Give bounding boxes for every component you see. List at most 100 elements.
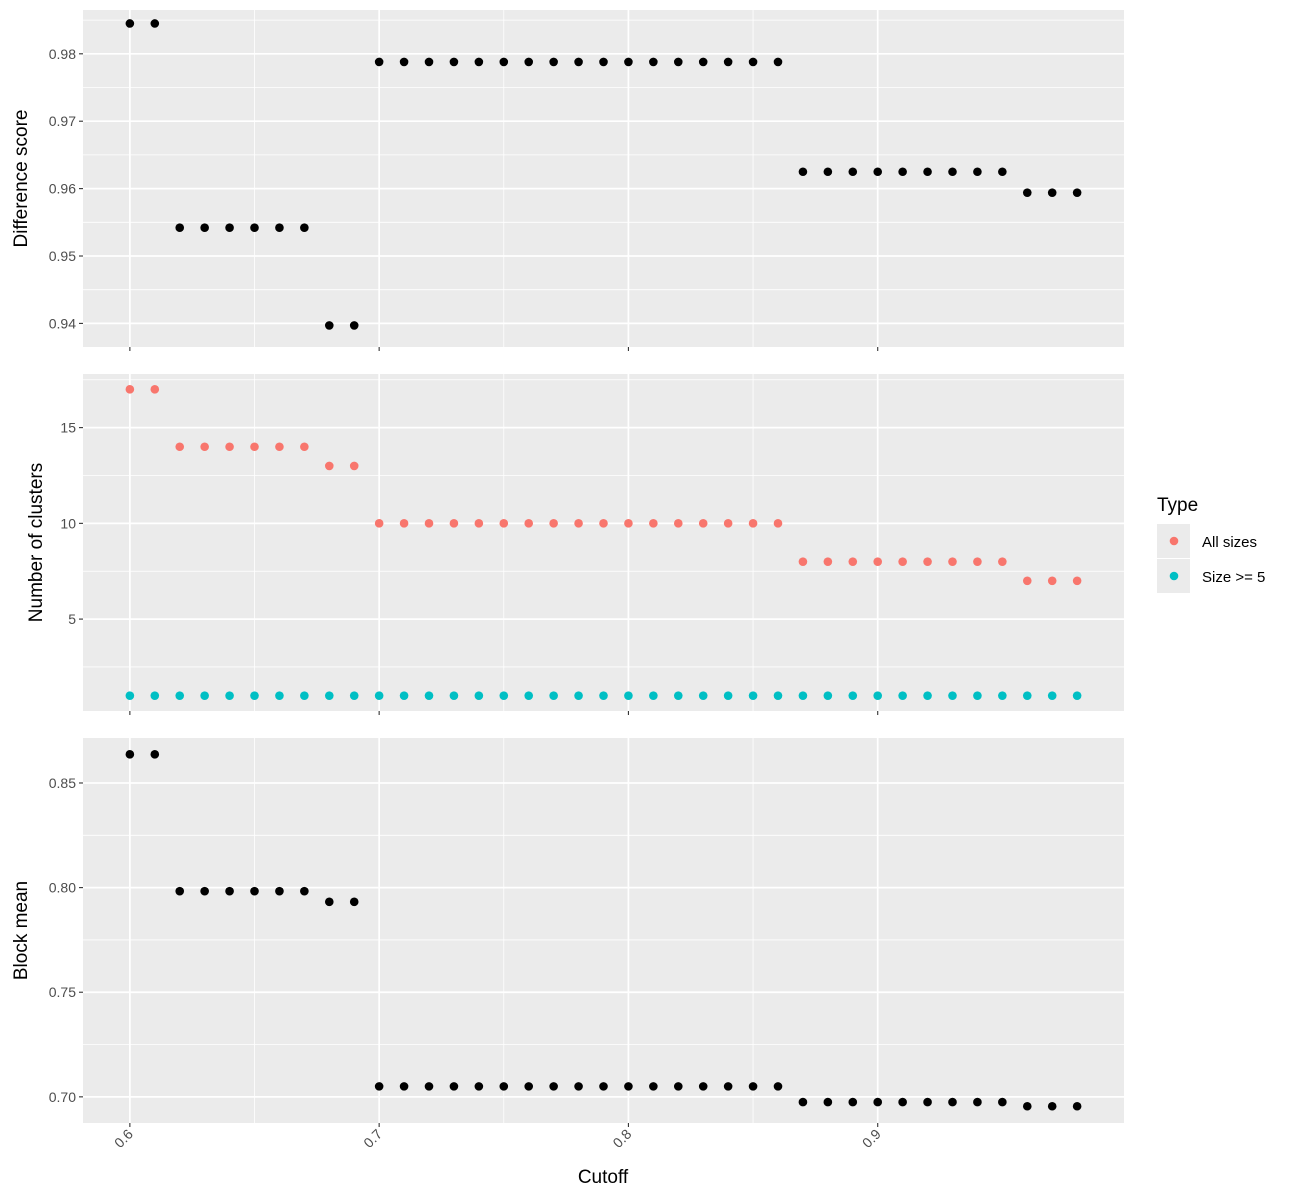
point-size-5 [399, 691, 409, 700]
point-size-5 [549, 691, 558, 700]
data-point [324, 321, 334, 330]
point-size-5 [524, 691, 534, 700]
data-point [798, 167, 808, 177]
data-point [300, 886, 309, 896]
point-size-5 [873, 691, 883, 700]
legend-title: Type [1157, 495, 1198, 516]
data-point [998, 1097, 1007, 1107]
point-all-sizes [524, 519, 534, 528]
y-tick-label: 0.85 [49, 775, 76, 791]
point-size-5 [649, 691, 658, 700]
data-point [275, 886, 284, 896]
point-all-sizes [1022, 576, 1032, 586]
data-point [624, 1082, 633, 1091]
data-point [250, 886, 259, 896]
point-all-sizes [549, 519, 558, 528]
point-all-sizes [225, 442, 234, 452]
data-point [250, 223, 259, 233]
data-point [1072, 1101, 1082, 1111]
data-point [848, 167, 858, 177]
y-axis-title: Number of clusters [26, 463, 47, 622]
data-point [175, 223, 185, 233]
legend-label-all-sizes: All sizes [1202, 534, 1257, 551]
point-size-5 [175, 691, 185, 700]
data-point [175, 886, 185, 896]
point-all-sizes [374, 519, 384, 528]
point-all-sizes [474, 519, 484, 528]
point-all-sizes [125, 385, 135, 394]
data-point [300, 223, 309, 233]
point-size-5 [998, 691, 1007, 700]
point-size-5 [798, 691, 808, 700]
data-point [798, 1097, 808, 1107]
data-point [499, 1082, 509, 1091]
point-size-5 [125, 691, 135, 700]
points [125, 750, 1082, 1111]
point-all-sizes [275, 442, 284, 452]
point-all-sizes [175, 442, 185, 452]
data-point [225, 223, 234, 233]
data-point [1047, 1101, 1057, 1111]
data-point [399, 1082, 409, 1091]
point-size-5 [624, 691, 633, 700]
point-all-sizes [574, 519, 583, 528]
point-all-sizes [848, 557, 858, 566]
data-point [848, 1097, 858, 1107]
data-point [698, 57, 708, 67]
legend: Type All sizes Size >= 5 [1157, 495, 1265, 593]
point-all-sizes [624, 519, 633, 528]
point-all-sizes [200, 442, 209, 452]
y-axis-title: Difference score [11, 110, 32, 248]
panel-number-of-clusters: 5 10 15 Number of clusters [26, 374, 1124, 715]
data-point [673, 57, 683, 67]
panel-difference-score: 0.94 0.95 0.96 0.97 0.98 Difference score [11, 10, 1124, 351]
data-point [973, 1097, 982, 1107]
data-point [723, 57, 733, 67]
data-point [449, 1082, 459, 1091]
y-tick-label: 0.94 [49, 315, 76, 331]
point-size-5 [973, 691, 982, 700]
point-all-sizes [748, 519, 758, 528]
data-point [499, 57, 509, 67]
point-size-5 [948, 691, 957, 700]
y-tick-label: 0.98 [49, 46, 76, 62]
data-point [898, 167, 907, 177]
point-all-sizes [923, 557, 932, 566]
point-all-sizes [898, 557, 907, 566]
data-point [823, 1097, 833, 1107]
panel-block-mean: 0.70 0.75 0.80 0.85 0.6 0.7 0.8 0.9 Block mean [11, 738, 1124, 1151]
point-size-5 [773, 691, 783, 700]
point-size-5 [848, 691, 858, 700]
data-point [474, 57, 484, 67]
point-all-sizes [723, 519, 733, 528]
data-point [225, 886, 234, 896]
y-tick-label: 0.70 [49, 1089, 76, 1105]
x-tick-label: 0.6 [111, 1126, 136, 1151]
legend-swatch-all-sizes [1169, 536, 1179, 546]
point-size-5 [1022, 691, 1032, 700]
point-size-5 [599, 691, 608, 700]
point-all-sizes [499, 519, 509, 528]
y-tick-label: 5 [68, 611, 76, 627]
point-all-sizes [1072, 576, 1082, 586]
data-point [374, 57, 384, 67]
data-point [474, 1082, 484, 1091]
point-size-5 [349, 691, 359, 700]
data-point [549, 1082, 558, 1091]
data-point [723, 1082, 733, 1091]
data-point [574, 57, 583, 67]
data-point [823, 167, 833, 177]
data-point [649, 1082, 658, 1091]
panel-background [83, 374, 1124, 711]
data-point [773, 1082, 783, 1091]
data-point [1022, 1101, 1032, 1111]
point-size-5 [275, 691, 284, 700]
point-all-sizes [424, 519, 434, 528]
point-size-5 [374, 691, 384, 700]
point-size-5 [424, 691, 434, 700]
point-size-5 [200, 691, 209, 700]
point-size-5 [225, 691, 234, 700]
point-all-sizes [673, 519, 683, 528]
point-size-5 [474, 691, 484, 700]
